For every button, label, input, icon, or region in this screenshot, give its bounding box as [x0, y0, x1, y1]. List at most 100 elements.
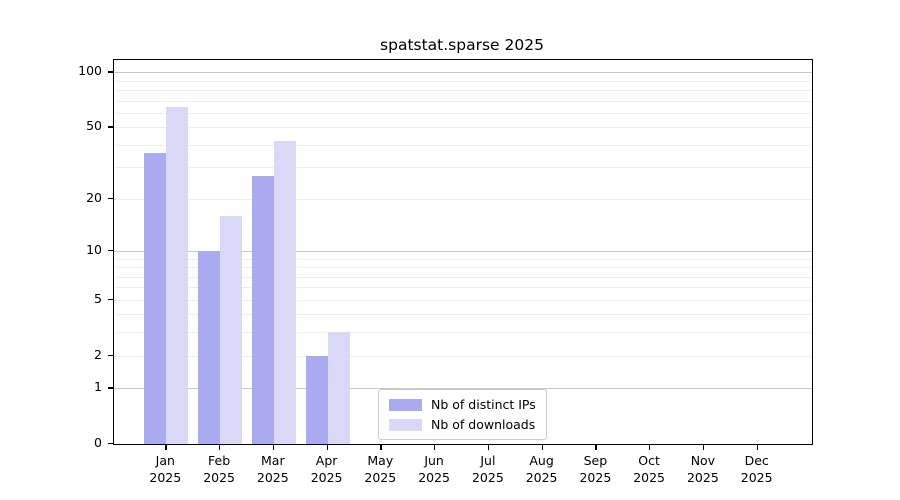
x-tick-month-mar: Mar [261, 453, 285, 468]
x-tick-month-nov: Nov [690, 453, 716, 468]
x-tick-jun [434, 444, 436, 450]
gridline-70 [114, 100, 812, 102]
gridline-6 [114, 287, 812, 289]
gridline-100 [114, 72, 812, 74]
plot-area [113, 59, 813, 445]
gridline-2 [114, 355, 812, 357]
legend-item-distinct-ips: Nb of distinct IPs [389, 397, 536, 412]
x-tick-label-apr: Apr 2025 [295, 453, 359, 486]
y-tick-label-1: 1 [94, 379, 102, 395]
x-tick-label-jul: Jul 2025 [456, 453, 520, 486]
bar-apr-distinct-ips [305, 355, 328, 444]
x-tick-year-oct: 2025 [633, 469, 665, 485]
x-tick-label-jun: Jun 2025 [402, 453, 466, 486]
y-tick-label-50: 50 [86, 118, 102, 134]
x-tick-label-sep: Sep 2025 [563, 453, 627, 486]
x-tick-jan [165, 444, 167, 450]
x-tick-nov [702, 444, 705, 450]
bar-apr-downloads [327, 332, 350, 444]
x-tick-label-feb: Feb 2025 [187, 453, 251, 486]
x-tick-month-jan: Jan [155, 453, 175, 468]
x-tick-year-jun: 2025 [418, 469, 450, 485]
gridline-8 [114, 267, 812, 268]
x-tick-year-sep: 2025 [579, 469, 612, 485]
bar-jan-distinct-ips [144, 153, 167, 444]
x-tick-month-oct: Oct [638, 453, 660, 468]
x-tick-month-dec: Dec [744, 453, 769, 468]
gridline-40 [114, 144, 812, 146]
y-tick-2 [108, 354, 114, 356]
y-tick-label-100: 100 [78, 63, 102, 79]
x-tick-label-jan: Jan 2025 [133, 453, 197, 486]
x-tick-month-feb: Feb [208, 453, 231, 468]
gridline-80 [114, 90, 812, 91]
chart-title: spatstat.sparse 2025 [380, 36, 544, 54]
x-tick-month-may: May [367, 453, 394, 468]
x-tick-label-may: May 2025 [348, 453, 412, 486]
x-tick-jul [487, 444, 490, 450]
x-tick-sep [595, 444, 597, 450]
x-tick-year-mar: 2025 [256, 469, 289, 485]
gridline-90 [114, 80, 812, 82]
x-tick-month-sep: Sep [583, 453, 608, 468]
x-tick-month-jul: Jul [480, 453, 496, 468]
gridline-3 [114, 332, 812, 334]
x-tick-dec [756, 444, 759, 450]
x-tick-label-mar: Mar 2025 [241, 453, 305, 486]
legend-item-downloads: Nb of downloads [389, 417, 536, 432]
y-tick-100 [108, 71, 114, 73]
x-tick-mar [272, 444, 275, 450]
x-tick-year-aug: 2025 [525, 469, 558, 485]
y-tick-label-2: 2 [94, 346, 102, 362]
legend-label-distinct-ips: Nb of distinct IPs [431, 397, 536, 412]
y-tick-label-5: 5 [94, 290, 102, 306]
gridline-20 [114, 198, 812, 200]
x-tick-year-apr: 2025 [310, 469, 343, 485]
x-tick-label-nov: Nov 2025 [671, 453, 735, 486]
x-tick-label-oct: Oct 2025 [617, 453, 681, 486]
y-tick-label-10: 10 [86, 241, 102, 257]
y-tick-0 [108, 443, 114, 445]
x-tick-label-dec: Dec 2025 [725, 453, 789, 486]
y-tick-1 [108, 387, 114, 389]
gridline-30 [114, 167, 812, 169]
gridline-7 [114, 276, 812, 278]
y-tick-label-0: 0 [94, 435, 102, 450]
x-tick-year-nov: 2025 [686, 469, 719, 485]
bar-jan-downloads [166, 106, 189, 444]
y-tick-50 [108, 126, 114, 128]
x-tick-year-feb: 2025 [203, 469, 235, 485]
legend-swatch-distinct-ips [389, 398, 422, 411]
bar-feb-distinct-ips [198, 250, 221, 444]
bar-feb-downloads [220, 215, 243, 444]
x-tick-may [380, 444, 382, 450]
gridline-1 [114, 388, 812, 390]
x-tick-label-aug: Aug 2025 [510, 453, 574, 486]
y-tick-20 [108, 197, 114, 200]
gridline-4 [114, 314, 812, 316]
gridline-60 [114, 112, 812, 114]
x-tick-year-jul: 2025 [471, 469, 504, 485]
legend-label-downloads: Nb of downloads [431, 417, 536, 432]
x-tick-month-aug: Aug [529, 453, 554, 468]
gridline-5 [114, 299, 812, 301]
y-tick-5 [108, 298, 114, 301]
x-tick-feb [219, 444, 221, 450]
x-tick-month-jun: Jun [424, 453, 444, 468]
x-tick-apr [326, 444, 328, 450]
x-tick-oct [649, 444, 651, 450]
gridline-9 [114, 258, 812, 260]
legend-swatch-downloads [389, 418, 422, 431]
gridline-10 [114, 250, 812, 252]
gridline-50 [114, 127, 812, 129]
y-tick-label-20: 20 [86, 189, 102, 205]
x-tick-year-may: 2025 [364, 469, 397, 485]
legend: Nb of distinct IPs Nb of downloads [378, 389, 547, 440]
x-tick-year-dec: 2025 [740, 469, 773, 485]
x-tick-aug [541, 444, 543, 450]
y-tick-10 [108, 249, 114, 252]
bar-mar-downloads [273, 141, 296, 444]
bar-mar-distinct-ips [251, 175, 274, 444]
x-tick-month-apr: Apr [315, 453, 338, 468]
